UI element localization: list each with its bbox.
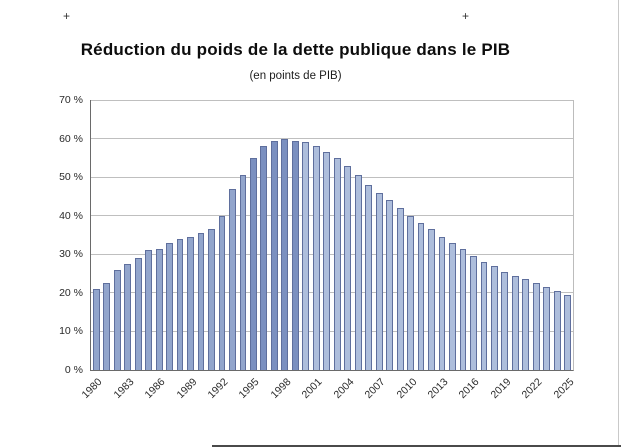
chart-subtitle: (en points de PIB) — [249, 70, 342, 82]
bar-2014 — [449, 242, 456, 370]
bar-2006 — [365, 184, 373, 370]
bar-2015 — [459, 248, 467, 370]
bar-2022 — [532, 283, 540, 370]
y-tick-label: 10 % — [59, 325, 83, 338]
bar-1985 — [145, 250, 153, 370]
bar-2002 — [323, 152, 331, 370]
bar-1982 — [113, 269, 121, 370]
bar-2005 — [354, 175, 362, 370]
bar-2011 — [417, 223, 425, 370]
bar-1980 — [92, 289, 100, 370]
bar-1998 — [281, 138, 289, 370]
gridline — [91, 138, 573, 140]
bar-2024 — [553, 290, 561, 370]
bar-2001 — [312, 146, 320, 370]
bar-1995 — [250, 157, 257, 370]
bar-1988 — [176, 238, 184, 370]
bar-2021 — [522, 279, 530, 370]
registration-cross-icon: + — [462, 9, 470, 23]
bar-1989 — [187, 236, 194, 370]
y-tick-label: 60 % — [59, 132, 83, 145]
bar-1996 — [260, 146, 268, 370]
gridline — [91, 176, 573, 178]
bar-1983 — [124, 263, 132, 370]
bar-2025 — [564, 294, 572, 370]
bar-1986 — [155, 248, 163, 370]
bar-1984 — [134, 258, 142, 370]
bar-2012 — [428, 229, 435, 370]
bar-2000 — [302, 142, 310, 370]
bar-2007 — [375, 192, 383, 370]
bar-2003 — [333, 157, 341, 370]
bar-1991 — [208, 229, 215, 370]
chart-title: Réduction du poids de la dette publique … — [80, 40, 511, 59]
bar-2008 — [386, 200, 394, 370]
y-tick-label: 70 % — [59, 94, 83, 106]
bar-2018 — [491, 265, 498, 370]
gridline — [91, 99, 573, 101]
bar-1987 — [166, 242, 173, 370]
bar-1993 — [229, 188, 236, 370]
gridline — [91, 292, 573, 294]
y-tick-label: 40 % — [59, 209, 83, 222]
y-tick-label: 50 % — [59, 171, 83, 184]
bar-1990 — [197, 233, 205, 370]
y-tick-label: 30 % — [59, 248, 83, 261]
bar-2020 — [511, 275, 519, 370]
bar-2017 — [480, 262, 488, 370]
gridline — [91, 330, 573, 332]
scan-edge-artifact — [212, 445, 621, 447]
registration-cross-icon: + — [63, 9, 71, 23]
bar-2023 — [543, 287, 551, 370]
bar-2016 — [470, 256, 477, 370]
bar-1999 — [291, 140, 299, 370]
scan-edge-artifact — [618, 0, 619, 447]
bar-2010 — [407, 215, 414, 370]
bar-1997 — [270, 140, 278, 370]
bar-2013 — [438, 236, 446, 370]
gridline — [91, 253, 573, 255]
bar-2004 — [344, 165, 352, 370]
gridline — [91, 215, 573, 217]
bar-1994 — [239, 175, 247, 370]
bar-2019 — [501, 271, 509, 370]
y-tick-label: 20 % — [59, 286, 83, 299]
bar-1981 — [103, 283, 111, 370]
y-tick-label: 0 % — [64, 364, 83, 376]
bar-2009 — [396, 208, 404, 370]
plot-area: 0 % 10 % 20 % 30 % 40 % 50 % 60 % 70 % 1980 1983 1… — [59, 94, 576, 401]
bar-1992 — [218, 215, 226, 370]
